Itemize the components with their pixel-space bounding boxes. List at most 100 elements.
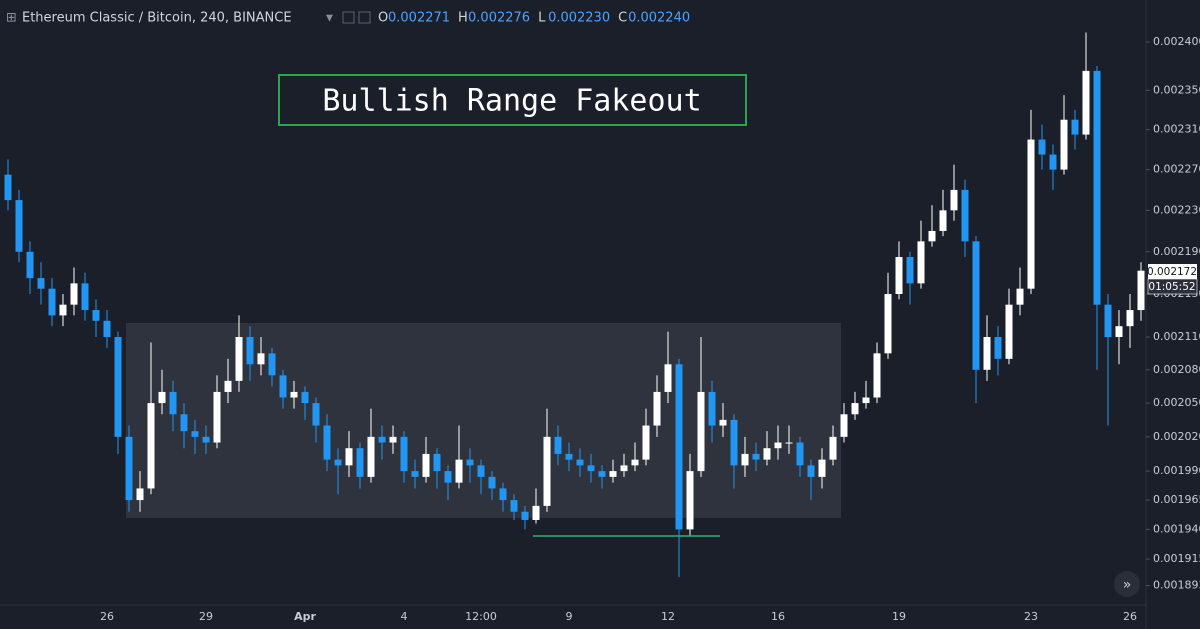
x-tick-label: 12	[661, 610, 675, 623]
candle-body	[598, 471, 606, 477]
candle-body	[1005, 304, 1013, 359]
candle-body	[554, 436, 562, 454]
ohlc-legend: O 0.002271 H 0.002276 L 0.002230 C 0.002240	[378, 11, 690, 26]
candle-body	[840, 414, 848, 437]
candle-body	[103, 320, 111, 338]
candle-body	[873, 353, 881, 398]
candle-body	[180, 414, 188, 432]
ohlc-key: C	[618, 11, 627, 26]
x-tick-label: 19	[892, 610, 906, 623]
candle-body	[719, 419, 727, 426]
last-price: 0.002172	[1147, 266, 1197, 278]
ohlc-value: 0.002240	[628, 11, 690, 26]
candle-body	[246, 337, 254, 365]
x-tick-label: Apr	[294, 610, 316, 623]
scroll-right-icon[interactable]: »	[1123, 577, 1132, 593]
candle-body	[741, 453, 749, 466]
candle-body	[763, 448, 771, 460]
candle-body	[730, 419, 738, 466]
eye-icon[interactable]	[342, 11, 355, 24]
candle-body	[1071, 119, 1079, 135]
candle-body	[653, 391, 661, 426]
candle-body	[587, 465, 595, 472]
candle-body	[829, 436, 837, 460]
candle-body	[752, 453, 760, 460]
candle-body	[26, 251, 34, 279]
candle-body	[92, 310, 100, 321]
candle-body	[15, 200, 23, 252]
close-icon[interactable]	[358, 11, 371, 24]
candle-body	[1115, 326, 1123, 338]
candle-body	[323, 425, 331, 460]
x-tick-label: 16	[771, 610, 785, 623]
candle-body	[917, 241, 925, 284]
candle-body	[895, 257, 903, 295]
candle-body	[928, 230, 936, 242]
candle-body	[268, 353, 276, 376]
candle-body	[4, 174, 12, 201]
candle-body	[642, 425, 650, 460]
candle-body	[59, 304, 67, 316]
x-tick-label: 26	[100, 610, 114, 623]
candle-body	[1137, 270, 1145, 311]
ohlc-key: H	[458, 11, 468, 26]
x-tick-label: 9	[566, 610, 573, 623]
candle-body	[477, 465, 485, 477]
candle-body	[664, 364, 672, 392]
candle-body	[961, 189, 969, 242]
candle-body	[697, 391, 705, 472]
candle-body	[70, 283, 78, 305]
ohlc-key: O	[378, 11, 388, 26]
candle-body	[466, 459, 474, 466]
candle-body	[422, 453, 430, 477]
candle-body	[521, 511, 529, 520]
annotation-box	[278, 74, 747, 126]
candle-body	[411, 471, 419, 477]
candle-body	[488, 476, 496, 489]
candle-body	[345, 448, 353, 466]
candle-body	[532, 505, 540, 520]
candle-body	[884, 294, 892, 354]
candle-body	[114, 337, 122, 437]
candle-body	[389, 436, 397, 443]
x-tick-label: 4	[401, 610, 408, 623]
y-tick-label: 0.002230	[1153, 203, 1200, 216]
candle-body	[136, 488, 144, 501]
candle-body	[169, 391, 177, 415]
y-tick-label: 0.001965	[1153, 493, 1200, 506]
candle-body	[543, 436, 551, 506]
candle-body	[939, 210, 947, 231]
symbol[interactable]: Ethereum Classic / Bitcoin, 240, BINANCE	[22, 11, 292, 26]
candle-body	[862, 397, 870, 404]
candle-body	[444, 471, 452, 483]
candle-body	[125, 436, 133, 501]
expand-icon[interactable]: ⊞	[6, 11, 17, 26]
scroll-right-button[interactable]	[1114, 571, 1140, 597]
symbol-menu-arrow[interactable]: ▼	[326, 14, 333, 24]
candle-body	[1049, 154, 1057, 170]
candle-body	[279, 375, 287, 398]
countdown: 01:05:52	[1148, 281, 1195, 293]
candle-body	[972, 241, 980, 370]
candle-body	[499, 488, 507, 501]
candle-body	[774, 442, 782, 449]
candle-body	[191, 431, 199, 437]
last-price-tag	[1148, 264, 1197, 279]
x-tick-label: 26	[1123, 610, 1137, 623]
candle-body	[1082, 70, 1090, 135]
candle-body	[708, 391, 716, 426]
x-tick-label: 12:00	[465, 610, 497, 623]
candle-body	[224, 380, 232, 392]
candle-body	[455, 459, 463, 483]
candle-body	[1038, 139, 1046, 155]
candle-body	[213, 391, 221, 443]
ohlc-value: 0.002230	[548, 11, 610, 26]
